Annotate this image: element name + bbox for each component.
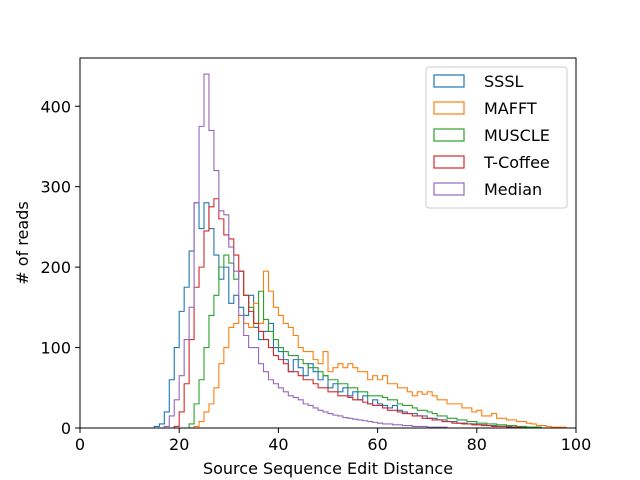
legend: SSSL MAFFT MUSCLE T-Coffee Median bbox=[425, 66, 568, 209]
x-axis: 0 20 40 60 80 100 bbox=[75, 428, 591, 454]
plot-frame bbox=[79, 57, 577, 429]
legend-swatch-t-coffee bbox=[433, 155, 465, 169]
legend-swatch-sssl bbox=[433, 74, 465, 88]
legend-swatch-mafft bbox=[433, 101, 465, 115]
legend-swatch-muscle bbox=[433, 128, 465, 142]
legend-label-t-coffee: T-Coffee bbox=[483, 153, 550, 172]
y-axis-label: # of reads bbox=[13, 201, 32, 284]
series-t-coffee-line bbox=[80, 198, 576, 429]
legend-label-median: Median bbox=[484, 180, 542, 199]
y-tick-label: 100 bbox=[40, 339, 71, 358]
y-tick-label: 300 bbox=[40, 178, 71, 197]
legend-label-sssl: SSSL bbox=[484, 72, 523, 91]
y-tick-label: 200 bbox=[40, 258, 71, 277]
y-tick-label: 0 bbox=[61, 419, 71, 438]
x-tick-label: 0 bbox=[75, 435, 85, 454]
legend-label-muscle: MUSCLE bbox=[484, 126, 550, 145]
series-mafft-line bbox=[80, 270, 576, 429]
legend-label-mafft: MAFFT bbox=[484, 99, 537, 118]
y-axis: 0 100 200 300 400 bbox=[40, 97, 80, 438]
x-tick-label: 60 bbox=[367, 435, 387, 454]
x-tick-label: 40 bbox=[268, 435, 288, 454]
x-axis-label: Source Sequence Edit Distance bbox=[203, 459, 453, 478]
x-tick-label: 80 bbox=[467, 435, 487, 454]
legend-swatch-median bbox=[433, 182, 465, 196]
series-muscle-line bbox=[80, 254, 576, 429]
x-tick-label: 100 bbox=[561, 435, 592, 454]
y-tick-label: 400 bbox=[40, 97, 71, 116]
x-tick-label: 20 bbox=[169, 435, 189, 454]
